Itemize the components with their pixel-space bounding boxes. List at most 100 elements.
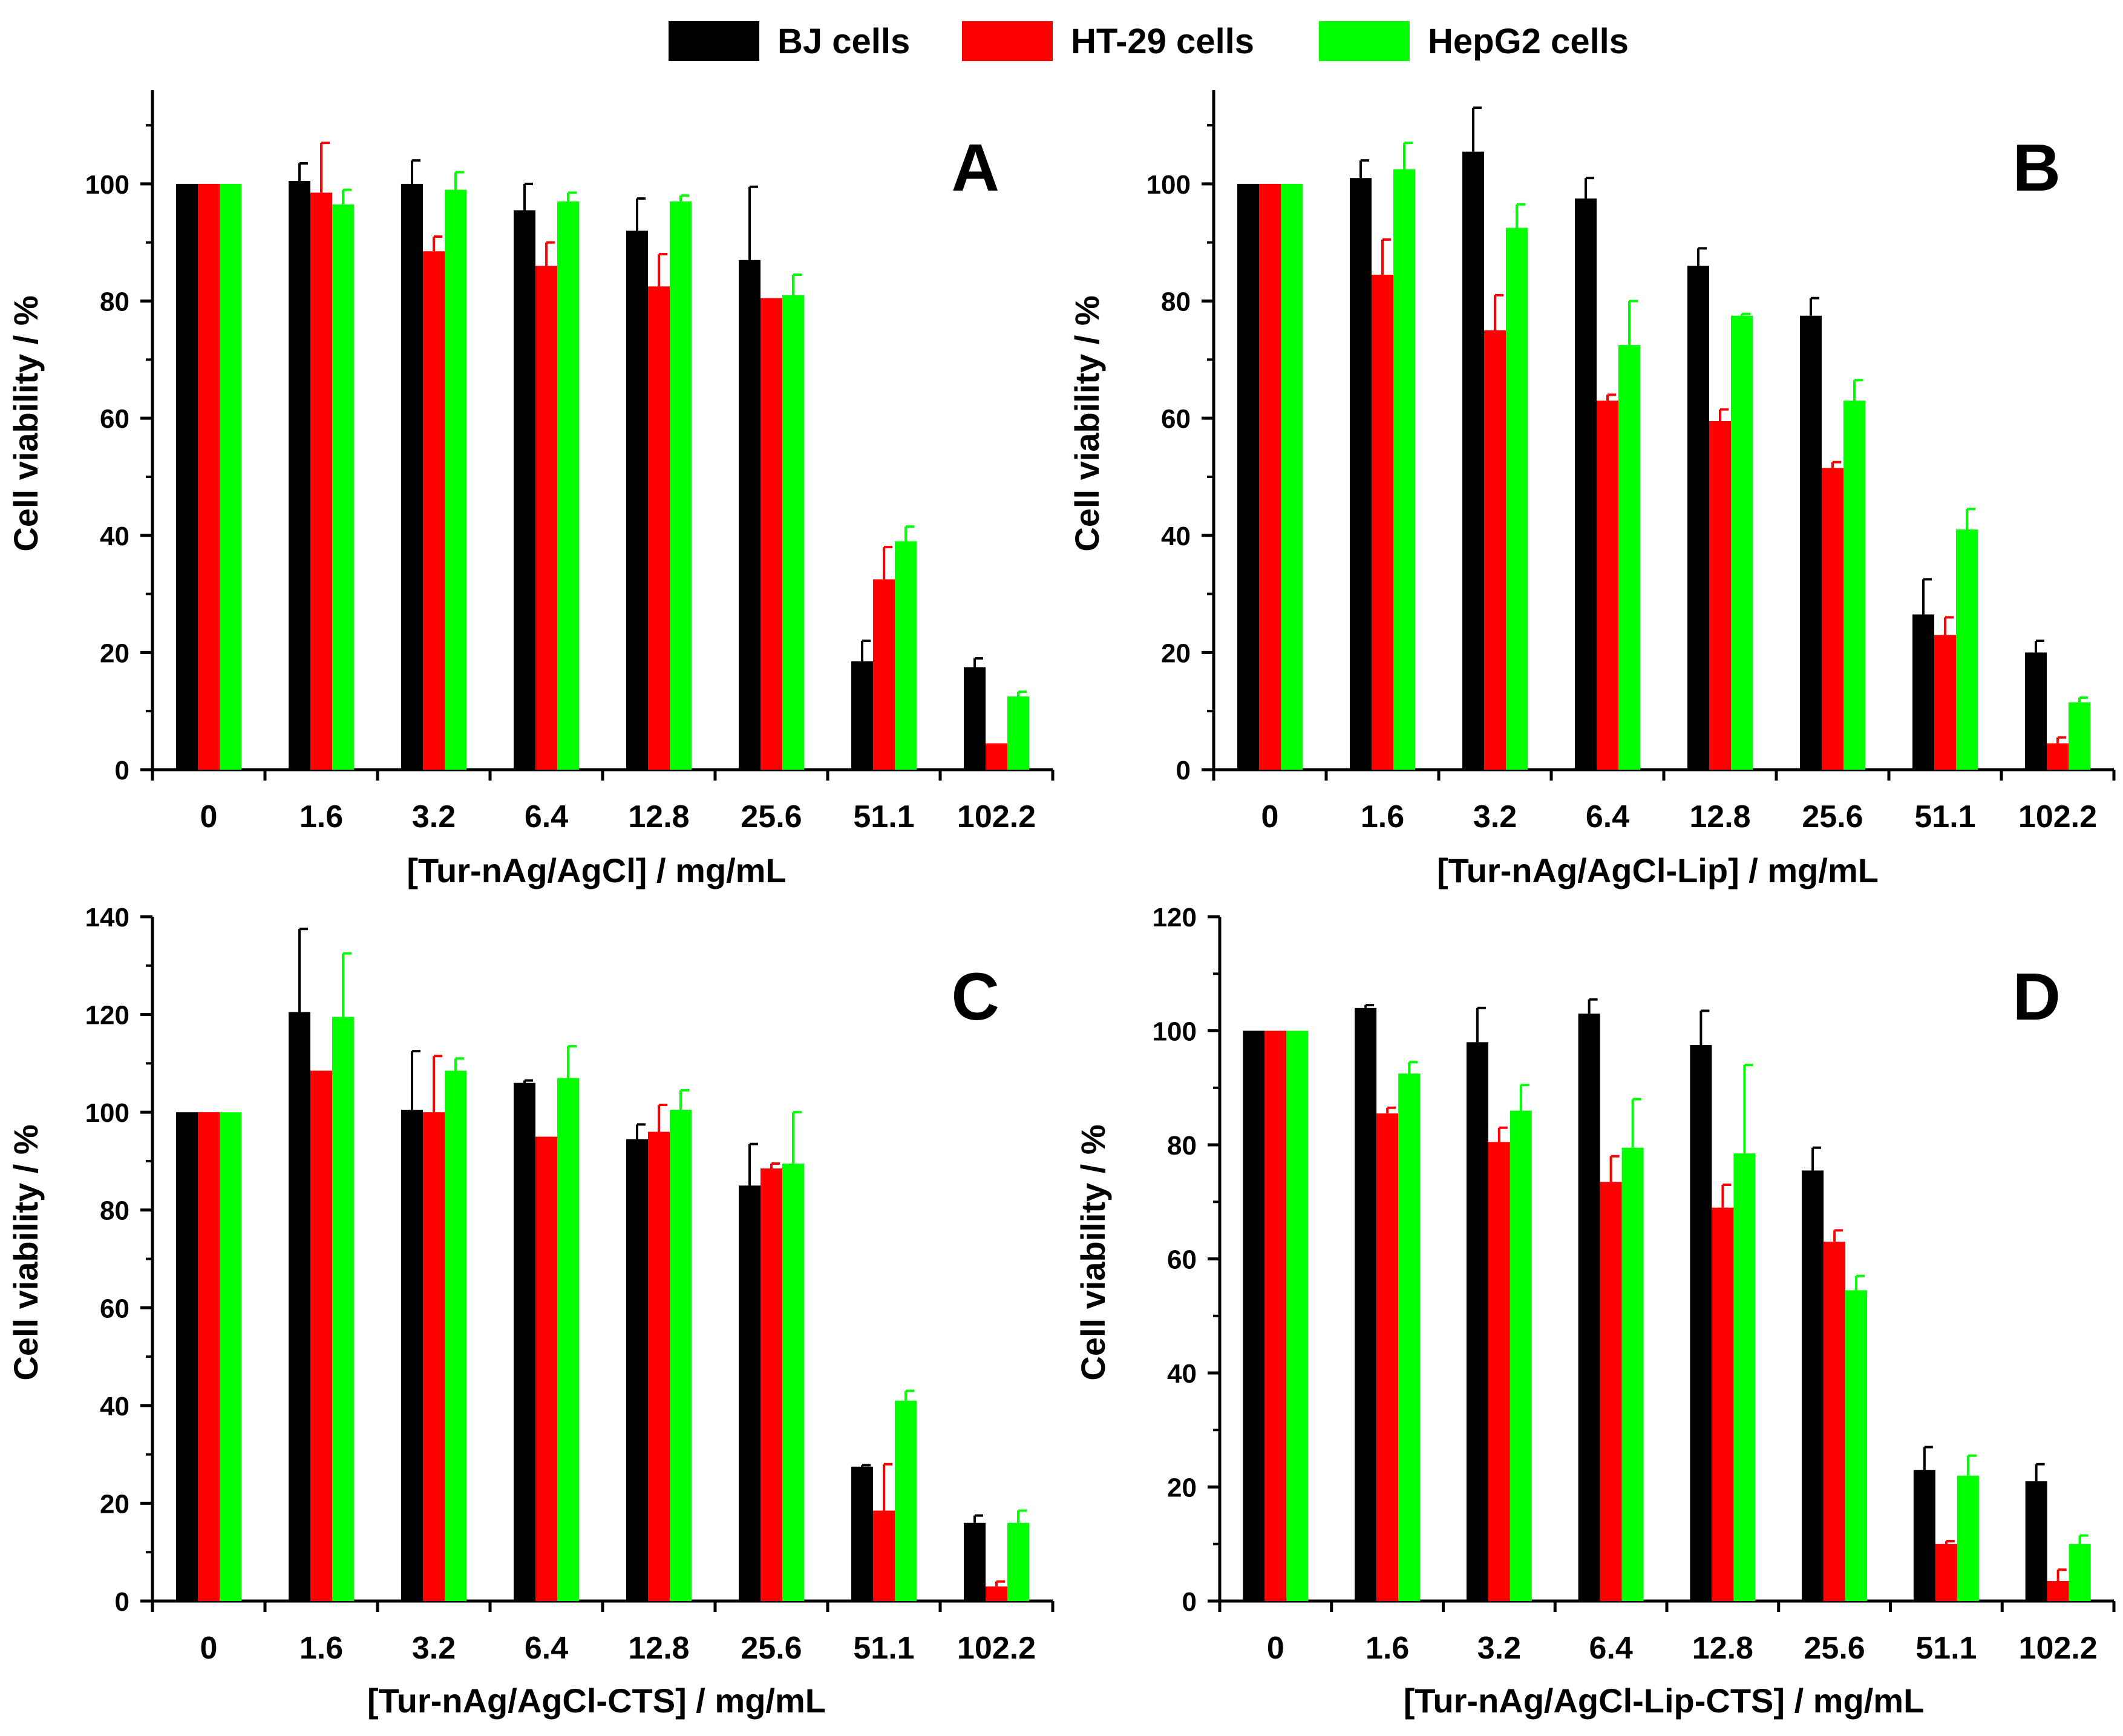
y-tick-label-d: 80 <box>1167 1131 1197 1161</box>
bar-d-ht-29-cells-1-6 <box>1376 1113 1399 1601</box>
bar-b-hepg2-cells-1-6 <box>1393 169 1415 770</box>
bar-d-hepg2-cells-25-6 <box>1845 1290 1868 1601</box>
bar-b-bj-cells-12-8 <box>1687 266 1709 770</box>
legend-item-hepg2: HepG2 cells <box>1319 17 1629 65</box>
bar-c-ht-29-cells-12-8 <box>648 1132 670 1601</box>
y-axis-title-a: Cell viability / % <box>7 295 45 551</box>
legend-label-hepg2: HepG2 cells <box>1428 21 1629 61</box>
x-tick-label-c: 12.8 <box>628 1631 689 1666</box>
bar-d-bj-cells-12-8 <box>1690 1045 1712 1601</box>
bar-c-bj-cells-51-1 <box>851 1466 873 1601</box>
panel-label-d: D <box>2013 960 2061 1034</box>
bar-c-hepg2-cells-25-6 <box>782 1163 804 1601</box>
bar-a-ht-29-cells-51-1 <box>873 579 895 770</box>
bar-c-ht-29-cells-3-2 <box>423 1112 445 1601</box>
y-tick-label-c: 40 <box>100 1392 129 1421</box>
x-tick-label-d: 0 <box>1267 1631 1284 1666</box>
bar-d-bj-cells-102-2 <box>2025 1481 2047 1601</box>
x-tick-label-d: 1.6 <box>1366 1631 1409 1666</box>
bar-a-bj-cells-3-2 <box>401 183 423 770</box>
x-tick-label-c: 0 <box>200 1631 218 1666</box>
bar-a-hepg2-cells-25-6 <box>782 295 804 770</box>
chart-panel-c: 0 20 40 60 80 100 120 140 0 1.6 3.2 6.4 12.8 25.6 51.1… <box>7 903 1055 1720</box>
bar-a-hepg2-cells-51-1 <box>895 541 917 770</box>
legend-swatch-ht29 <box>962 21 1053 61</box>
bar-c-ht-29-cells-25-6 <box>761 1168 782 1601</box>
legend: BJ cells HT-29 cells HepG2 cells <box>0 0 2123 79</box>
x-tick-label-c: 25.6 <box>741 1631 802 1666</box>
bar-c-bj-cells-25-6 <box>739 1185 761 1601</box>
bar-d-ht-29-cells-51-1 <box>1935 1544 1957 1601</box>
bar-c-bj-cells-0 <box>176 1112 198 1601</box>
y-tick-label-c: 140 <box>85 903 129 932</box>
x-tick-label-a: 51.1 <box>853 799 914 834</box>
y-tick-label-c: 0 <box>115 1587 129 1617</box>
bar-d-hepg2-cells-6-4 <box>1621 1147 1644 1601</box>
bar-b-bj-cells-25-6 <box>1800 315 1822 770</box>
bar-a-bj-cells-51-1 <box>851 661 873 770</box>
x-tick-label-d: 51.1 <box>1915 1631 1977 1666</box>
y-tick-label-a: 40 <box>100 522 129 551</box>
x-tick-label-b: 25.6 <box>1802 799 1863 834</box>
x-tick-label-d: 3.2 <box>1477 1631 1521 1666</box>
bar-d-ht-29-cells-25-6 <box>1824 1242 1846 1601</box>
y-tick-label-a: 80 <box>100 287 129 317</box>
bar-d-bj-cells-6-4 <box>1578 1014 1600 1601</box>
bar-b-hepg2-cells-12-8 <box>1731 315 1753 770</box>
y-tick-label-b: 80 <box>1161 287 1191 317</box>
bar-d-ht-29-cells-102-2 <box>2047 1581 2069 1601</box>
bar-a-ht-29-cells-3-2 <box>423 251 445 770</box>
bar-b-ht-29-cells-51-1 <box>1934 635 1956 770</box>
y-tick-label-a: 100 <box>85 170 129 200</box>
bar-a-ht-29-cells-0 <box>198 183 220 770</box>
bar-d-bj-cells-1-6 <box>1355 1007 1377 1601</box>
bar-b-hepg2-cells-3-2 <box>1506 228 1528 770</box>
y-tick-label-c: 120 <box>85 1001 129 1030</box>
y-axis-title-d: Cell viability / % <box>1074 1124 1112 1380</box>
x-axis-title-a: [Tur-nAg/AgCl] / mg/mL <box>407 851 786 889</box>
chart-panel-a: 0 20 40 60 80 100 0 1.6 3.2 6.4 12.8 25.6 51.1 102.2 A… <box>7 90 1055 889</box>
panel-label-c: C <box>952 960 999 1034</box>
bar-d-hepg2-cells-3-2 <box>1510 1110 1532 1601</box>
bar-b-ht-29-cells-102-2 <box>2047 743 2069 770</box>
bar-b-bj-cells-6-4 <box>1575 198 1597 770</box>
bar-d-ht-29-cells-12-8 <box>1712 1207 1734 1601</box>
x-tick-label-a: 102.2 <box>957 799 1036 834</box>
x-tick-label-b: 1.6 <box>1361 799 1404 834</box>
y-tick-label-d: 0 <box>1182 1587 1197 1617</box>
y-tick-label-a: 60 <box>100 404 129 434</box>
y-tick-label-c: 80 <box>100 1196 129 1226</box>
bar-a-bj-cells-6-4 <box>514 210 535 770</box>
y-tick-label-a: 0 <box>115 756 129 785</box>
x-tick-label-b: 0 <box>1261 799 1279 834</box>
y-tick-label-c: 20 <box>100 1489 129 1519</box>
chart-panel-b: 0 20 40 60 80 100 0 1.6 3.2 6.4 12.8 25.6 51.1 102.2 B… <box>1068 90 2116 889</box>
legend-label-ht29: HT-29 cells <box>1071 21 1255 61</box>
bar-b-ht-29-cells-1-6 <box>1372 274 1393 770</box>
bar-b-ht-29-cells-3-2 <box>1484 330 1506 770</box>
x-tick-label-b: 6.4 <box>1586 799 1629 834</box>
x-tick-label-c: 102.2 <box>957 1631 1036 1666</box>
y-tick-label-d: 40 <box>1167 1359 1197 1389</box>
bar-c-bj-cells-3-2 <box>401 1110 423 1601</box>
x-tick-label-b: 3.2 <box>1473 799 1517 834</box>
x-tick-label-c: 6.4 <box>525 1631 568 1666</box>
panel-label-a: A <box>952 131 999 205</box>
x-tick-label-a: 0 <box>200 799 218 834</box>
x-tick-label-d: 102.2 <box>2019 1631 2098 1666</box>
y-axis-title-c: Cell viability / % <box>7 1124 45 1380</box>
x-tick-label-c: 3.2 <box>412 1631 456 1666</box>
bar-c-bj-cells-12-8 <box>626 1139 648 1601</box>
bar-c-ht-29-cells-51-1 <box>873 1510 895 1601</box>
bar-b-bj-cells-51-1 <box>1912 614 1934 770</box>
legend-swatch-bj <box>669 21 759 61</box>
bar-b-ht-29-cells-6-4 <box>1597 401 1618 770</box>
y-tick-label-d: 60 <box>1167 1245 1197 1275</box>
bar-d-bj-cells-3-2 <box>1466 1042 1488 1601</box>
bar-a-ht-29-cells-1-6 <box>310 192 332 770</box>
bar-b-hepg2-cells-6-4 <box>1618 345 1640 770</box>
bar-a-bj-cells-0 <box>176 183 198 770</box>
y-tick-label-d: 20 <box>1167 1473 1197 1503</box>
bar-b-bj-cells-0 <box>1237 183 1259 770</box>
bar-b-hepg2-cells-25-6 <box>1843 401 1865 770</box>
